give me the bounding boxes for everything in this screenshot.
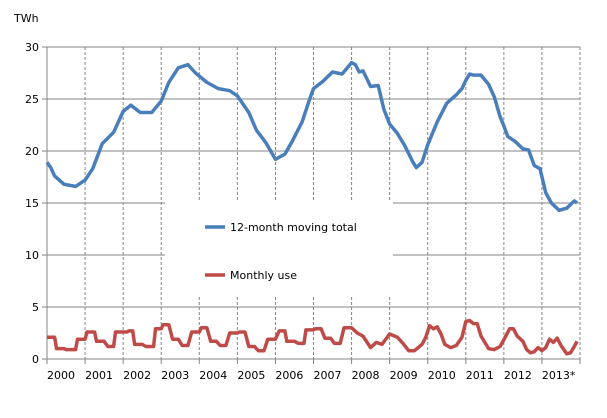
legend-label-monthly-use: Monthly use xyxy=(230,269,297,282)
x-tick-label: 2011 xyxy=(466,369,494,382)
legend: 12-month moving total Monthly use xyxy=(165,200,393,296)
x-tick-label: 2005 xyxy=(237,369,265,382)
y-tick-label: 5 xyxy=(32,301,39,314)
y-axis: 0 5 10 15 20 25 30 xyxy=(25,41,48,366)
x-axis: 2000 2001 2002 2003 2004 2005 2006 2007 2008 2009… xyxy=(46,358,581,382)
x-tick-label: 2013* xyxy=(542,369,576,382)
x-tick-label: 2000 xyxy=(47,369,75,382)
y-tick-label: 10 xyxy=(25,249,39,262)
legend-label-moving-total: 12-month moving total xyxy=(230,221,357,234)
x-tick-label: 2006 xyxy=(275,369,303,382)
x-tick-label: 2007 xyxy=(314,369,342,382)
x-tick-label: 2010 xyxy=(428,369,456,382)
y-tick-label: 20 xyxy=(25,145,39,158)
series-line-moving-total xyxy=(45,60,579,213)
series-lines xyxy=(45,60,579,356)
y-axis-unit-label: TWh xyxy=(13,12,39,25)
x-tick-label: 2008 xyxy=(352,369,380,382)
series-line-monthly-use xyxy=(47,318,579,356)
y-tick-label: 25 xyxy=(25,93,39,106)
x-tick-label: 2012 xyxy=(504,369,532,382)
y-tick-label: 15 xyxy=(25,197,39,210)
x-tick-label: 2003 xyxy=(161,369,189,382)
x-tick-label: 2002 xyxy=(123,369,151,382)
x-tick-label: 2004 xyxy=(199,369,227,382)
x-tick-label: 2009 xyxy=(390,369,418,382)
y-tick-label: 30 xyxy=(25,41,39,54)
y-tick-label: 0 xyxy=(32,353,39,366)
x-tick-label: 2001 xyxy=(85,369,113,382)
